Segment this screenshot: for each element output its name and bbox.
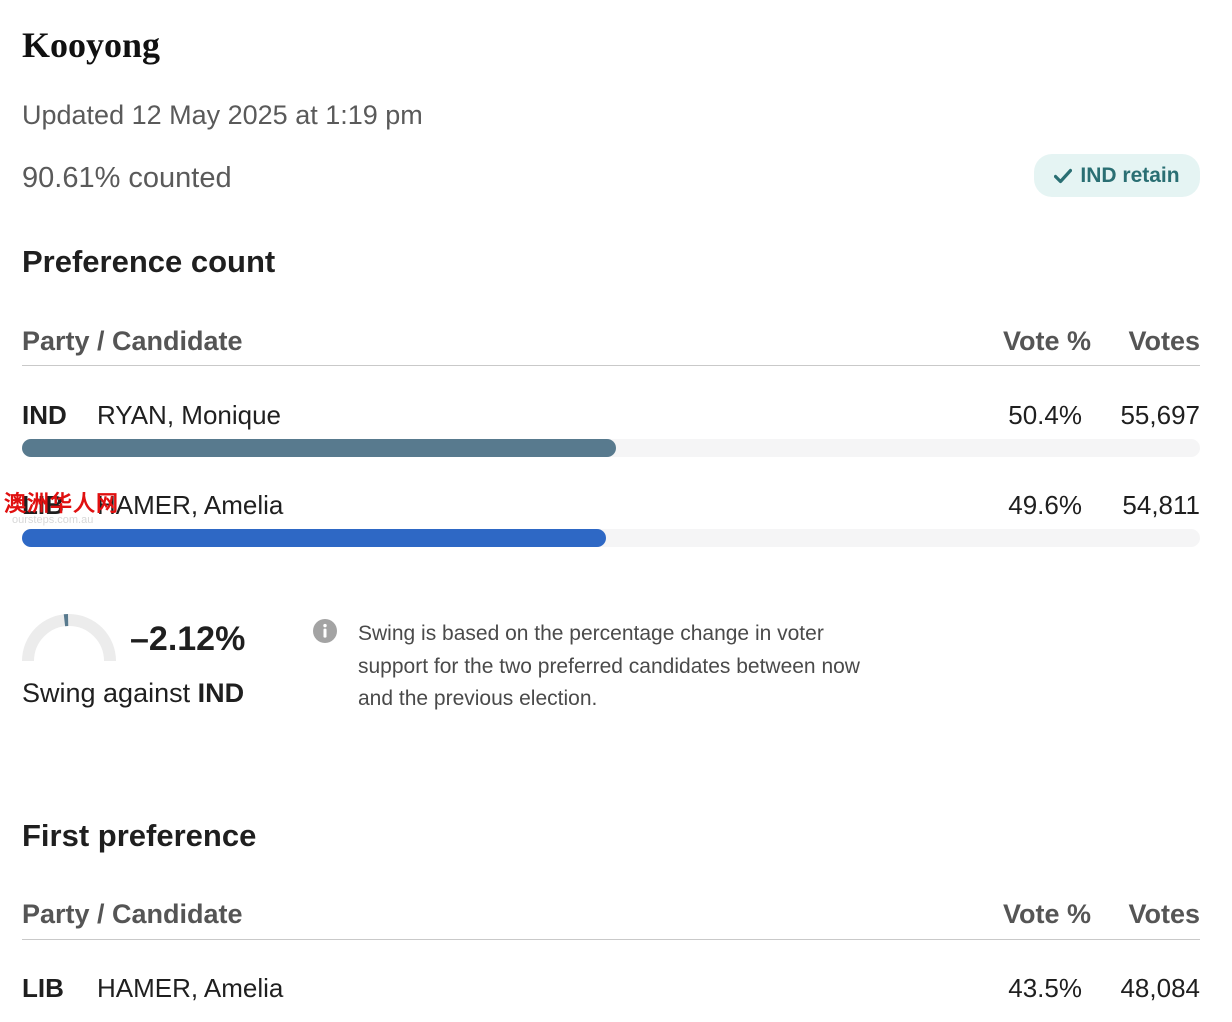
- seat-title: Kooyong: [22, 25, 161, 65]
- counted-percentage: 90.61% counted: [22, 162, 232, 194]
- vote-count: 55,697: [1120, 400, 1200, 430]
- result-badge: IND retain: [1034, 154, 1200, 197]
- swing-label-party: IND: [197, 678, 245, 708]
- swing-gauge: [22, 614, 116, 662]
- vote-bar-track: [22, 529, 1200, 547]
- vote-count: 54,811: [1122, 490, 1200, 520]
- swing-info-text: Swing is based on the percentage change …: [358, 622, 860, 710]
- first-header-votes: Votes: [1128, 899, 1200, 929]
- first-header-pct: Vote %: [1002, 899, 1091, 929]
- candidate-name: HAMER, Amelia: [97, 490, 284, 520]
- candidate-name: RYAN, Monique: [97, 400, 282, 430]
- result-badge-label: IND retain: [1080, 163, 1180, 187]
- watermark-subtext: oursteps.com.au: [12, 514, 94, 526]
- first-header-candidate: Party / Candidate: [22, 899, 243, 929]
- vote-count: 48,084: [1120, 973, 1200, 1003]
- preference-count-title: Preference count: [22, 244, 276, 279]
- updated-timestamp: Updated 12 May 2025 at 1:19 pm: [22, 100, 423, 130]
- pref-header-divider: [22, 365, 1200, 366]
- vote-percentage: 43.5%: [1008, 973, 1082, 1003]
- vote-bar-track: [22, 439, 1200, 457]
- swing-value: –2.12%: [130, 620, 246, 658]
- pref-header-votes: Votes: [1128, 326, 1200, 356]
- first-header-divider: [22, 939, 1200, 940]
- vote-percentage: 50.4%: [1008, 400, 1082, 430]
- watermark-logo: 澳洲华人网: [4, 491, 120, 516]
- party-code: IND: [22, 400, 67, 430]
- pref-header-candidate: Party / Candidate: [22, 326, 243, 356]
- pref-header-pct: Vote %: [1002, 326, 1091, 356]
- info-icon[interactable]: [313, 619, 337, 643]
- vote-bar-fill: [22, 439, 616, 457]
- check-icon: [1054, 168, 1073, 183]
- swing-label: Swing against IND: [22, 678, 244, 709]
- candidate-name: HAMER, Amelia: [97, 973, 284, 1003]
- swing-label-prefix: Swing against: [22, 678, 198, 708]
- vote-bar-fill: [22, 529, 607, 547]
- vote-percentage: 49.6%: [1008, 490, 1082, 520]
- party-code: LIB: [22, 490, 64, 520]
- party-code: LIB: [22, 973, 64, 1003]
- first-preference-title: First preference: [22, 818, 257, 853]
